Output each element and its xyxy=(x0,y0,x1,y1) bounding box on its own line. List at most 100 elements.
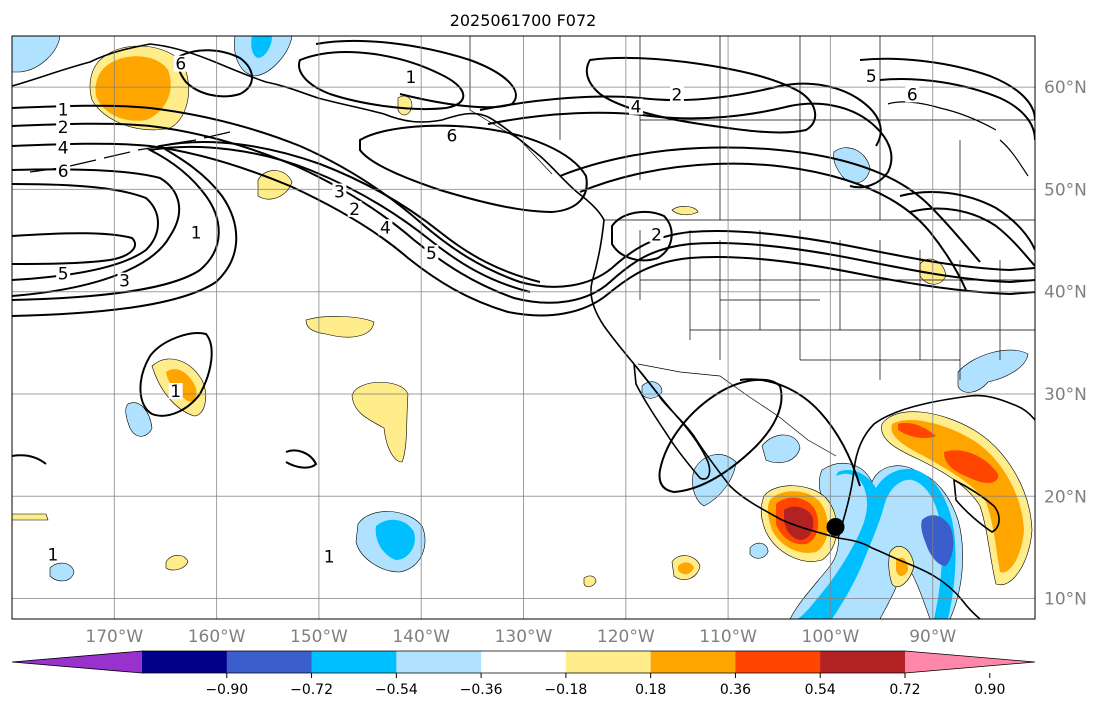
contour-label-halo xyxy=(629,98,644,115)
contour-label: 1 xyxy=(48,546,59,566)
contour-line xyxy=(739,378,861,487)
colorbar-extend-max xyxy=(905,651,1035,673)
colorbar-tick-label: −0.18 xyxy=(544,682,587,698)
contour-label: 2 xyxy=(672,85,683,105)
contour-line xyxy=(12,183,159,281)
contour-label: 5 xyxy=(426,244,437,264)
contour-label: 5 xyxy=(866,67,877,87)
contour-label-halo xyxy=(56,101,71,118)
contour-label-halo xyxy=(168,382,183,399)
contour-line xyxy=(285,449,318,469)
contour-line xyxy=(585,56,816,134)
contour-label: 5 xyxy=(58,264,69,284)
contour-label-halo xyxy=(117,272,132,289)
contour-label: 4 xyxy=(631,98,642,118)
anomaly-positive-strong xyxy=(898,422,936,438)
coastline-florida-yucatan xyxy=(953,478,1000,533)
contour-label-halo xyxy=(56,265,71,282)
contour-line xyxy=(487,102,893,189)
colorbar-segment xyxy=(735,651,821,673)
longitude-tick-label: 130°W xyxy=(495,627,553,647)
border-alaska-canada xyxy=(469,36,553,175)
map-title: 2025061700 F072 xyxy=(450,11,597,30)
contour-line xyxy=(12,122,1035,304)
state-borders xyxy=(639,230,1035,380)
anomaly-negative-weak xyxy=(49,562,75,582)
contour-label: 6 xyxy=(446,126,457,146)
contour-line xyxy=(909,207,1035,267)
contour-line xyxy=(12,168,180,297)
contour-label: 1 xyxy=(324,548,335,568)
colorbar-segment xyxy=(650,651,736,673)
contour-label-halo xyxy=(864,67,879,84)
contour-label: 1 xyxy=(191,223,202,243)
longitude-tick-label: 100°W xyxy=(802,627,860,647)
contour-line xyxy=(859,57,1035,121)
anomaly-negative-strong xyxy=(921,515,954,566)
anomaly-positive-moderate xyxy=(678,562,694,575)
contour-label: 2 xyxy=(651,225,662,245)
longitude-tick-label: 160°W xyxy=(188,627,246,647)
anomaly-negative-moderate xyxy=(796,468,956,619)
anomaly-negative-weak xyxy=(761,434,801,463)
anomaly-positive-very-strong xyxy=(784,506,814,540)
contour-line xyxy=(658,378,783,494)
contour-lines xyxy=(12,39,1035,494)
anomaly-positive-weak xyxy=(305,316,375,338)
contour-line xyxy=(579,162,967,291)
contour-label: 2 xyxy=(349,200,360,220)
contour-line xyxy=(559,146,981,263)
contour-label: 4 xyxy=(380,218,391,238)
contour-label: 1 xyxy=(58,101,69,121)
latitude-tick-label: 60°N xyxy=(1044,78,1087,98)
contour-line xyxy=(899,191,1035,251)
anomaly-negative-weak xyxy=(125,402,153,437)
contour-label-halo xyxy=(189,224,204,241)
longitude-tick-label: 170°W xyxy=(85,627,143,647)
longitude-tick-label: 150°W xyxy=(290,627,348,647)
contour-label: 2 xyxy=(58,118,69,138)
coastline-baja xyxy=(632,361,711,480)
contour-label-halo xyxy=(173,55,188,72)
storm-center-marker xyxy=(826,517,845,536)
anomaly-positive-weak xyxy=(397,95,413,116)
contour-label-halo xyxy=(669,86,684,103)
contour-label-halo xyxy=(45,546,60,563)
anomaly-negative-weak xyxy=(957,349,1029,393)
longitude-tick-label: 140°W xyxy=(392,627,450,647)
colorbar xyxy=(11,650,1036,674)
contour-label-halo xyxy=(444,127,459,144)
colorbar-tick-label: −0.72 xyxy=(290,682,333,698)
anomaly-negative-moderate xyxy=(375,519,415,560)
anomaly-positive-weak xyxy=(165,554,189,571)
contour-label: 6 xyxy=(907,85,918,105)
contour-label-halo xyxy=(56,119,71,136)
latitude-tick-label: 30°N xyxy=(1044,385,1087,405)
colorbar-tick-label: 0.36 xyxy=(720,682,751,698)
anomaly-positive-weak xyxy=(12,513,49,521)
contour-line xyxy=(12,145,531,301)
contour-label: 3 xyxy=(334,183,345,203)
anomaly-positive-weak xyxy=(881,411,1033,586)
colorbar-segment xyxy=(396,651,482,673)
colorbar-tick-label: 0.54 xyxy=(805,682,836,698)
colorbar-tick-label: 0.18 xyxy=(635,682,666,698)
latitude-tick-label: 50°N xyxy=(1044,180,1087,200)
colorbar-segment xyxy=(565,651,652,673)
contour-label-halo xyxy=(403,68,418,85)
anomaly-negative-weak xyxy=(12,36,61,73)
colorbar-tick-label: 0.72 xyxy=(889,682,920,698)
contour-label: 4 xyxy=(58,139,69,159)
contour-line xyxy=(12,232,137,265)
colorbar-tick-label: −0.90 xyxy=(205,682,248,698)
latitude-tick-label: 40°N xyxy=(1044,283,1087,303)
contour-line xyxy=(315,39,517,109)
colorbar-extend-min xyxy=(12,651,142,673)
longitude-tick-label: 120°W xyxy=(597,627,655,647)
contour-label: 1 xyxy=(170,382,181,402)
contour-line xyxy=(479,82,882,147)
anomaly-positive-strong xyxy=(944,450,999,483)
colorbar-segment xyxy=(311,651,397,673)
